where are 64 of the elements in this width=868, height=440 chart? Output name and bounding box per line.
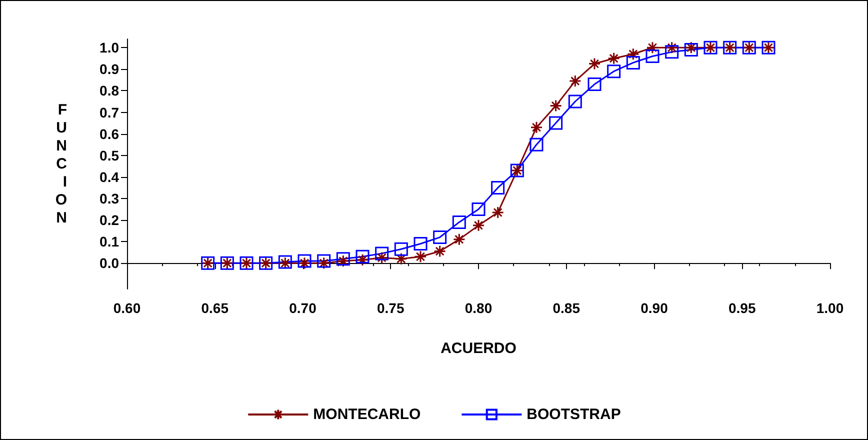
point [684,43,698,57]
x-tick-label: 1.00 [816,300,844,316]
point [530,138,544,152]
x-tick-label: 0.65 [201,300,229,316]
point [414,236,428,250]
y-tick-label: 0.7 [100,104,120,120]
point [472,219,485,232]
y-tick-label: 0.5 [100,147,120,164]
point [394,252,408,266]
point [472,202,486,216]
x-tick-label: 0.85 [552,300,580,316]
point [298,256,311,270]
legend-label: MONTECARLO [313,406,421,423]
y-tick-label: 0.9 [100,61,120,78]
x-tick-label: 0.95 [728,300,756,316]
point [684,41,698,54]
y-tick-label: 0.0 [100,255,120,272]
point [646,49,660,63]
point [298,254,312,268]
y-tick-label: 0.1 [100,234,120,250]
point [376,252,388,264]
y-tick-label: 0.8 [100,82,120,99]
point [588,58,601,70]
x-axis-title: ACUERDO [440,340,517,357]
point [317,254,331,268]
y-tick-label: 0.2 [100,212,120,228]
y-tick-label: 0.3 [100,190,120,206]
point [356,254,369,266]
point [530,121,543,134]
x-tick-label: 0.75 [377,300,404,316]
point [394,242,408,256]
point [414,250,427,263]
legend-label: BOOTSTRAP [526,406,621,423]
point [434,245,446,258]
x-tick-label: 0.80 [464,300,492,316]
point [452,215,466,229]
x-tick-label: 0.90 [640,300,668,316]
point [356,250,370,264]
point [549,116,563,130]
y-tick-label: 0.4 [100,168,120,185]
point [452,233,466,246]
point [318,256,330,270]
y-tick-label: 1.0 [100,40,120,56]
point [626,48,640,60]
x-tick-label: 0.60 [113,300,141,316]
point [588,78,602,92]
point [550,100,562,112]
point [492,206,504,219]
point [665,45,679,59]
y-tick-label: 0.6 [100,126,120,142]
y-axis-title: FUNCION [55,102,68,226]
point [568,94,582,108]
x-tick-label: 0.70 [289,300,317,316]
point [568,74,582,88]
point [433,230,447,244]
point [491,180,505,194]
point [608,52,620,65]
point [646,41,659,54]
point [607,64,621,78]
point [375,246,389,260]
point [666,41,678,54]
point [336,254,350,268]
point [336,252,350,266]
point [626,56,640,70]
